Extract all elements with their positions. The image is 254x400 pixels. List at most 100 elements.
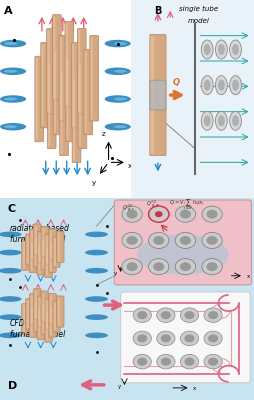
Circle shape xyxy=(201,76,213,95)
Ellipse shape xyxy=(137,234,229,275)
FancyBboxPatch shape xyxy=(31,308,33,336)
Text: $Q'^{(1)}_{g,w}$: $Q'^{(1)}_{g,w}$ xyxy=(146,199,160,211)
FancyBboxPatch shape xyxy=(31,231,33,258)
Circle shape xyxy=(175,206,196,222)
FancyBboxPatch shape xyxy=(46,300,48,328)
Circle shape xyxy=(215,76,227,95)
Ellipse shape xyxy=(85,314,108,320)
FancyBboxPatch shape xyxy=(56,296,64,327)
FancyBboxPatch shape xyxy=(150,80,166,110)
FancyBboxPatch shape xyxy=(41,239,49,270)
Circle shape xyxy=(149,206,169,222)
FancyBboxPatch shape xyxy=(130,0,254,200)
Text: CFD-based
furnace model: CFD-based furnace model xyxy=(10,319,66,339)
Circle shape xyxy=(202,206,222,222)
FancyBboxPatch shape xyxy=(58,233,60,261)
Circle shape xyxy=(149,258,169,275)
Circle shape xyxy=(180,308,199,322)
Ellipse shape xyxy=(0,40,26,47)
FancyBboxPatch shape xyxy=(54,51,56,133)
Ellipse shape xyxy=(0,68,26,75)
Circle shape xyxy=(161,358,171,366)
Circle shape xyxy=(180,331,199,346)
FancyBboxPatch shape xyxy=(45,311,52,342)
Circle shape xyxy=(122,206,142,222)
Ellipse shape xyxy=(105,123,131,130)
FancyBboxPatch shape xyxy=(38,246,40,273)
FancyBboxPatch shape xyxy=(47,63,56,149)
FancyBboxPatch shape xyxy=(35,56,44,142)
FancyBboxPatch shape xyxy=(77,28,86,114)
FancyBboxPatch shape xyxy=(29,241,37,273)
FancyBboxPatch shape xyxy=(66,58,69,140)
FancyBboxPatch shape xyxy=(35,238,37,266)
FancyBboxPatch shape xyxy=(42,241,44,268)
Text: x: x xyxy=(246,274,250,279)
Circle shape xyxy=(149,206,169,222)
FancyBboxPatch shape xyxy=(33,288,41,320)
Ellipse shape xyxy=(114,98,127,100)
Circle shape xyxy=(215,111,227,130)
Circle shape xyxy=(126,210,138,219)
Circle shape xyxy=(180,210,191,219)
FancyBboxPatch shape xyxy=(52,301,60,332)
FancyBboxPatch shape xyxy=(42,293,44,320)
FancyBboxPatch shape xyxy=(31,243,33,271)
FancyBboxPatch shape xyxy=(50,231,52,258)
FancyBboxPatch shape xyxy=(39,298,41,326)
FancyBboxPatch shape xyxy=(45,246,52,278)
FancyBboxPatch shape xyxy=(45,298,52,330)
FancyBboxPatch shape xyxy=(38,310,40,338)
FancyBboxPatch shape xyxy=(0,196,254,400)
FancyBboxPatch shape xyxy=(121,292,250,383)
FancyBboxPatch shape xyxy=(23,241,25,268)
Ellipse shape xyxy=(85,232,108,237)
Circle shape xyxy=(204,308,222,322)
FancyBboxPatch shape xyxy=(50,308,52,335)
Circle shape xyxy=(133,354,151,369)
Circle shape xyxy=(202,258,222,275)
FancyBboxPatch shape xyxy=(150,34,166,156)
Text: y: y xyxy=(91,180,96,186)
Circle shape xyxy=(208,311,218,319)
FancyBboxPatch shape xyxy=(33,224,41,255)
FancyBboxPatch shape xyxy=(45,234,52,265)
Circle shape xyxy=(232,80,239,91)
Ellipse shape xyxy=(85,268,108,274)
Circle shape xyxy=(153,236,164,245)
FancyBboxPatch shape xyxy=(42,228,44,256)
Ellipse shape xyxy=(105,68,131,75)
FancyBboxPatch shape xyxy=(49,306,56,337)
Text: model: model xyxy=(188,18,210,24)
FancyBboxPatch shape xyxy=(23,305,25,333)
Circle shape xyxy=(175,258,196,275)
Text: y: y xyxy=(118,384,121,389)
FancyBboxPatch shape xyxy=(72,44,74,126)
Text: $Q_i = V_i \!\sum_{j \in N_{i}} h_{ij} \sigma_{ij}$: $Q_i = V_i \!\sum_{j \in N_{i}} h_{ij} \… xyxy=(169,198,204,214)
Circle shape xyxy=(204,331,222,346)
FancyBboxPatch shape xyxy=(54,303,56,330)
Text: Q: Q xyxy=(173,78,180,87)
Text: A: A xyxy=(4,6,12,16)
Ellipse shape xyxy=(105,40,131,47)
Ellipse shape xyxy=(114,42,127,45)
FancyBboxPatch shape xyxy=(54,238,56,266)
FancyBboxPatch shape xyxy=(22,239,29,270)
FancyBboxPatch shape xyxy=(48,65,50,147)
FancyBboxPatch shape xyxy=(71,42,80,128)
Ellipse shape xyxy=(0,95,26,103)
FancyBboxPatch shape xyxy=(72,77,81,162)
Ellipse shape xyxy=(4,125,17,128)
Ellipse shape xyxy=(85,296,108,302)
Text: B: B xyxy=(154,6,162,16)
Circle shape xyxy=(157,331,175,346)
FancyBboxPatch shape xyxy=(58,298,60,325)
Text: y: y xyxy=(114,271,117,276)
FancyBboxPatch shape xyxy=(41,226,49,258)
Circle shape xyxy=(149,232,169,248)
Circle shape xyxy=(137,311,147,319)
Ellipse shape xyxy=(105,95,131,103)
FancyBboxPatch shape xyxy=(50,243,52,271)
Circle shape xyxy=(201,40,213,59)
FancyBboxPatch shape xyxy=(35,226,37,253)
